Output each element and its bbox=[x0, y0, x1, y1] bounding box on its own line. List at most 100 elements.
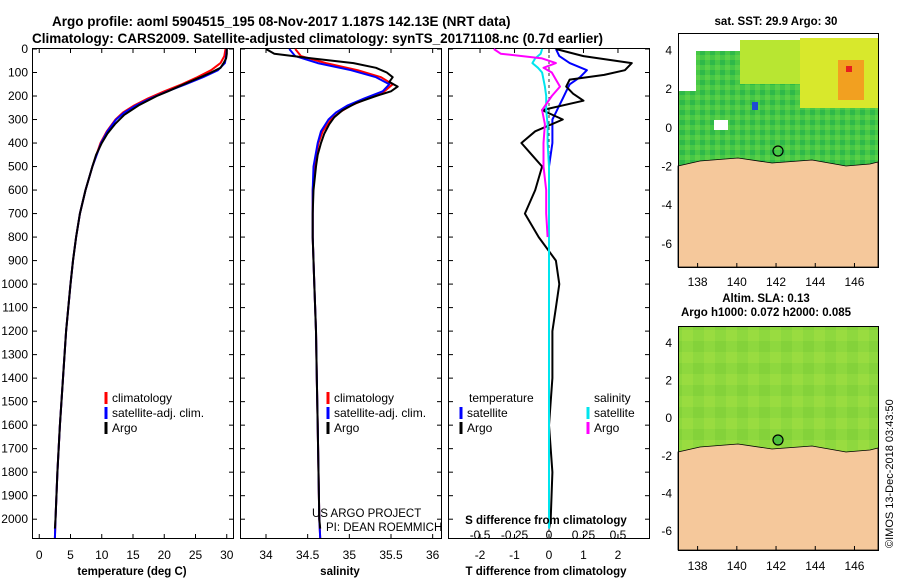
salinity-series-satellite-adj-clim bbox=[288, 48, 391, 539]
temperature-x-tick-label: 25 bbox=[189, 548, 203, 562]
figure-title-line2: Climatology: CARS2009. Satellite-adjuste… bbox=[32, 31, 603, 46]
sla-map-lat-label: -6 bbox=[661, 524, 672, 538]
temperature-x-tick-label: 10 bbox=[95, 548, 109, 562]
sst-hot-pixel bbox=[846, 66, 852, 72]
legend-label-satellite: satellite-adj. clim. bbox=[112, 406, 204, 420]
sst-map-lat-label: -6 bbox=[661, 237, 672, 251]
sla-map-lon-label: 144 bbox=[805, 559, 825, 573]
salinity-x-tick-label: 36 bbox=[426, 548, 440, 562]
sla-map-title-line2: Argo h1000: 0.072 h2000: 0.085 bbox=[681, 307, 852, 319]
sst-map-lon-label: 144 bbox=[805, 275, 825, 289]
salinity-series-argo bbox=[265, 48, 399, 529]
sla-map-title-line1: Altim. SLA: 0.13 bbox=[722, 293, 810, 305]
sla-map-lon-label: 142 bbox=[766, 559, 786, 573]
difference-x-tick-label: 1 bbox=[580, 548, 587, 562]
temperature-x-tick-label: 20 bbox=[158, 548, 172, 562]
s-difference-axis-label: S difference from climatology bbox=[465, 515, 627, 527]
depth-tick-label: 1700 bbox=[1, 442, 28, 456]
difference-x-tick-label: -1 bbox=[509, 548, 520, 562]
depth-tick-label: 700 bbox=[8, 207, 28, 221]
sst-map-lat-label: 2 bbox=[665, 82, 672, 96]
depth-tick-label: 2000 bbox=[1, 512, 28, 526]
sst-cool-pixel bbox=[752, 102, 758, 110]
sst-map-lon-label: 146 bbox=[844, 275, 864, 289]
sla-map-land bbox=[677, 443, 879, 551]
t-difference-axis-label: T difference from climatology bbox=[465, 566, 627, 578]
depth-tick-label: 1300 bbox=[1, 348, 28, 362]
sst-map bbox=[677, 33, 879, 268]
difference-s-tick-label: 0.5 bbox=[610, 528, 627, 542]
difference-legend-temperature: temperature satellite Argo bbox=[459, 391, 534, 435]
legend-label-t-satellite: satellite bbox=[467, 406, 508, 420]
legend-title-salinity: salinity bbox=[594, 391, 631, 405]
imos-stamp: ©IMOS 13-Dec-2018 03:43:50 bbox=[884, 399, 896, 548]
salinity-x-tick-label: 35.5 bbox=[379, 548, 403, 562]
temperature-series-argo bbox=[53, 49, 228, 529]
temperature-x-tick-label: 5 bbox=[67, 548, 74, 562]
sst-warm-patch bbox=[740, 40, 800, 84]
salinity-axis-label: salinity bbox=[320, 566, 360, 578]
figure-title-line1: Argo profile: aoml 5904515_195 08-Nov-20… bbox=[52, 14, 510, 29]
legend-label-climatology: climatology bbox=[112, 391, 172, 405]
salinity-panel-frame bbox=[240, 48, 442, 539]
sla-map-lon-label: 138 bbox=[688, 559, 708, 573]
temperature-x-tick-label: 30 bbox=[220, 548, 234, 562]
sst-map-nodata bbox=[678, 51, 696, 91]
profile-series bbox=[53, 48, 633, 539]
sst-map-lat-label: -2 bbox=[661, 159, 672, 173]
difference-panel-frame bbox=[448, 48, 650, 539]
depth-tick-label: 0 bbox=[21, 42, 28, 56]
sla-map-lat-label: 4 bbox=[665, 336, 672, 350]
legend-label-climatology: climatology bbox=[334, 391, 394, 405]
depth-tick-label: 1000 bbox=[1, 277, 28, 291]
sla-map-lon-label: 140 bbox=[727, 559, 747, 573]
legend-label-satellite: satellite-adj. clim. bbox=[334, 406, 426, 420]
difference-s-tick-label: -0.25 bbox=[501, 528, 529, 542]
legend-label-argo: Argo bbox=[112, 421, 138, 435]
difference-series-salinity-argo bbox=[493, 48, 561, 238]
difference-s-tick-label: 0.25 bbox=[572, 528, 596, 542]
salinity-x-tick-label: 35 bbox=[343, 548, 357, 562]
depth-tick-label: 400 bbox=[8, 136, 28, 150]
legend-label-s-satellite: satellite bbox=[594, 406, 635, 420]
difference-s-tick-label: -0.5 bbox=[470, 528, 491, 542]
sst-map-lon-label: 138 bbox=[688, 275, 708, 289]
sst-map-lat-label: -4 bbox=[661, 198, 672, 212]
sst-map-land bbox=[677, 157, 879, 268]
depth-ticks: 0 100 200 300 400 500 600 700 800 900 1000 1100 1200… bbox=[1, 42, 649, 526]
sla-map-frame bbox=[678, 326, 879, 551]
depth-tick-label: 1200 bbox=[1, 324, 28, 338]
sst-map-lon-label: 142 bbox=[766, 275, 786, 289]
salinity-series-climatology bbox=[294, 48, 394, 539]
depth-tick-label: 500 bbox=[8, 160, 28, 174]
depth-tick-label: 1500 bbox=[1, 395, 28, 409]
legend-label-argo: Argo bbox=[334, 421, 360, 435]
temperature-x-tick-label: 15 bbox=[126, 548, 140, 562]
depth-tick-label: 600 bbox=[8, 183, 28, 197]
x-axis-ticks: 0 5 10 15 20 25 30 34 34.5 35 35.5 36 -2 -1 0 1 2 -0.5 -0.… bbox=[36, 49, 627, 562]
difference-series-salinity-satellite bbox=[531, 48, 550, 529]
sla-map-lat-label: -4 bbox=[661, 487, 672, 501]
temperature-axis-label: temperature (deg C) bbox=[77, 566, 186, 578]
depth-tick-label: 200 bbox=[8, 89, 28, 103]
salinity-legend: climatology satellite-adj. clim. Argo bbox=[326, 391, 426, 435]
sst-map-lat-label: 4 bbox=[665, 43, 672, 57]
sst-map-lon-label: 140 bbox=[727, 275, 747, 289]
sst-float-marker bbox=[772, 145, 784, 157]
depth-tick-label: 100 bbox=[8, 66, 28, 80]
temperature-series-satellite-adj-clim bbox=[53, 48, 228, 539]
temperature-panel-frame bbox=[32, 48, 234, 539]
legend-title-temperature: temperature bbox=[469, 391, 534, 405]
difference-x-tick-label: 0 bbox=[546, 548, 553, 562]
sla-map-lat-label: 0 bbox=[665, 411, 672, 425]
legend-label-t-argo: Argo bbox=[467, 421, 493, 435]
depth-tick-label: 900 bbox=[8, 254, 28, 268]
sla-map bbox=[677, 326, 879, 551]
sla-float-marker bbox=[772, 434, 784, 446]
sla-map-lat-label: 2 bbox=[665, 374, 672, 388]
depth-tick-label: 1400 bbox=[1, 371, 28, 385]
sla-map-lat-label: -2 bbox=[661, 449, 672, 463]
difference-series-temperature-argo bbox=[520, 48, 633, 529]
sst-map-lat-label: 0 bbox=[665, 121, 672, 135]
sla-map-lon-label: 146 bbox=[844, 559, 864, 573]
